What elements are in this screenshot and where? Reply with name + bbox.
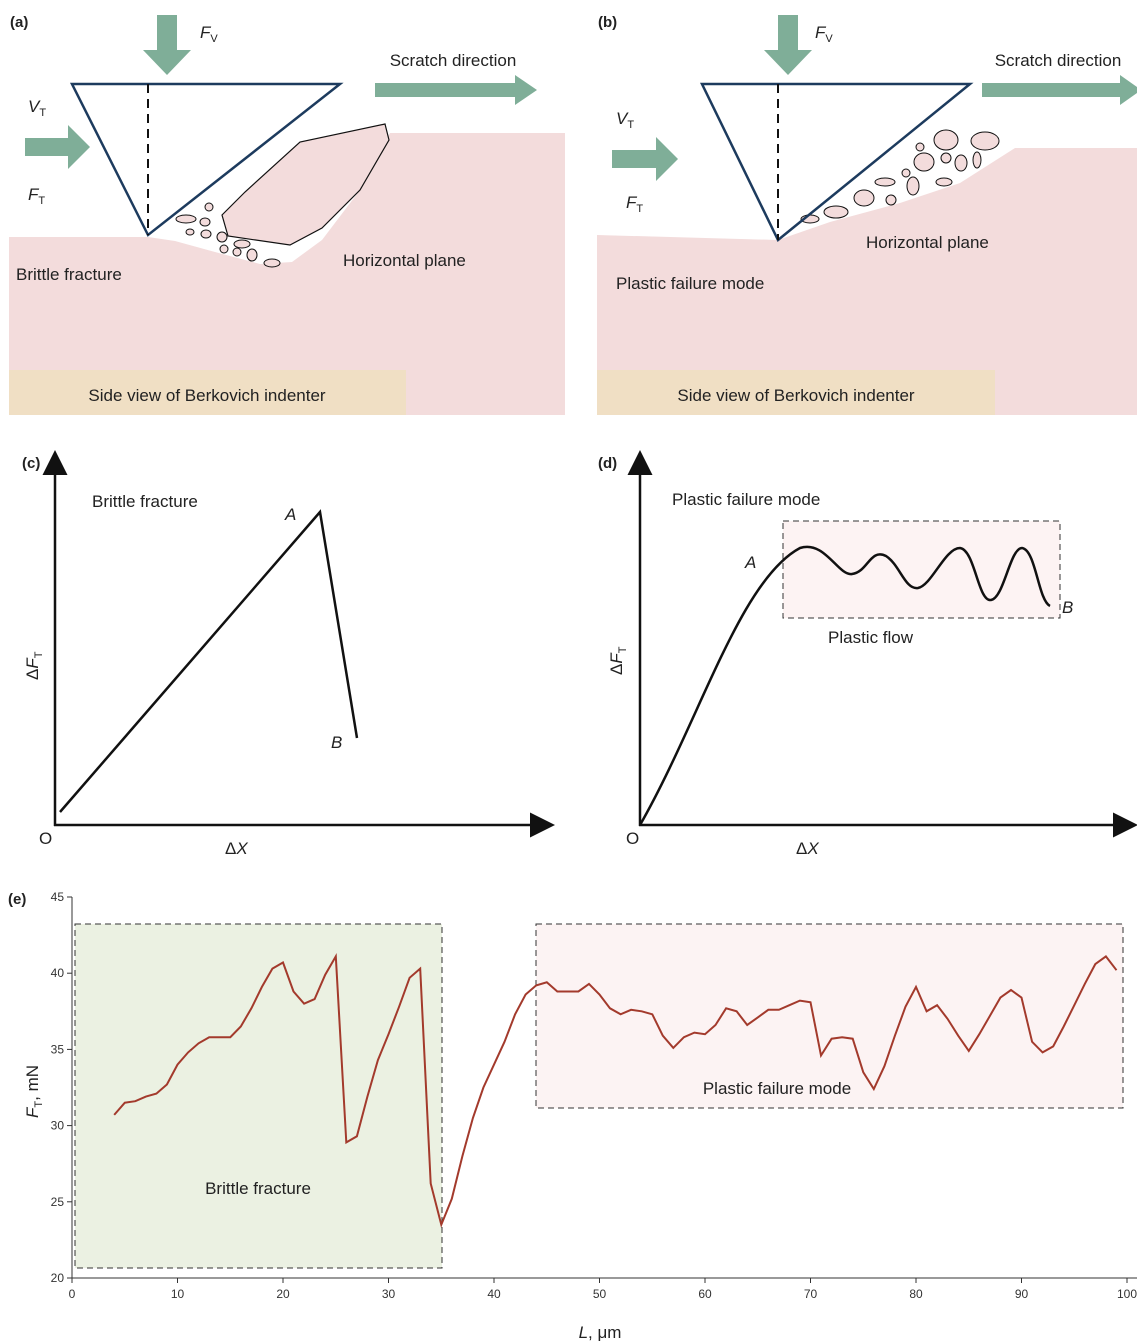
- symbol: X: [235, 839, 248, 858]
- panel-label: (e): [8, 891, 26, 908]
- x-tick-label: 100: [1117, 1287, 1137, 1301]
- y-tick-label: 40: [51, 966, 65, 980]
- page: {"panel_a":{"label":"(a)","force_v":{"sy…: [0, 0, 1137, 1342]
- symbol: VT: [616, 109, 634, 131]
- text: Plastic failure mode: [616, 274, 764, 293]
- x-tick-label: 40: [487, 1287, 501, 1301]
- caption: Side view of Berkovich indenter: [88, 386, 326, 405]
- symbol: FT: [626, 193, 643, 215]
- origin: O: [626, 829, 639, 848]
- panel-a: (a) FV Scratch direction VT FT Brittle f…: [9, 14, 565, 415]
- text: Brittle fracture: [16, 265, 122, 284]
- point-label: B: [331, 733, 342, 752]
- panel-label: (b): [598, 14, 617, 31]
- point-label: A: [284, 505, 296, 524]
- prefix: Δ: [607, 664, 626, 675]
- y-tick-label: 35: [51, 1042, 65, 1056]
- axis-title: ΔX: [225, 839, 248, 858]
- x-tick-label: 60: [698, 1287, 712, 1301]
- text: Horizontal plane: [866, 233, 989, 252]
- prefix: Δ: [796, 839, 807, 858]
- symbol: L: [579, 1323, 588, 1342]
- subscript: T: [636, 203, 643, 215]
- text: Plastic flow: [828, 628, 914, 647]
- region-box: [75, 924, 442, 1268]
- x-tick-label: 70: [804, 1287, 818, 1301]
- symbol: X: [806, 839, 819, 858]
- prefix: Δ: [23, 669, 42, 680]
- y-axis-title: FT, mN: [23, 1065, 45, 1118]
- arrow: [25, 125, 90, 169]
- subscript: T: [38, 195, 45, 207]
- symbol: VT: [28, 97, 46, 119]
- arrow: [982, 75, 1137, 105]
- panel-b: (b) FV Scratch direction VT FT Plastic f…: [597, 14, 1137, 415]
- caption: Side view of Berkovich indenter: [677, 386, 915, 405]
- prefix: Δ: [225, 839, 236, 858]
- panel-c: (c) Brittle fracture A B O ΔX ΔFT: [22, 455, 550, 858]
- panel-label: (a): [10, 14, 28, 31]
- axis-title: ΔX: [796, 839, 819, 858]
- x-tick-label: 20: [276, 1287, 290, 1301]
- annotation: Plastic failure mode: [703, 1079, 851, 1098]
- axis-title: ΔFT: [607, 646, 629, 675]
- symbol: FV: [815, 23, 833, 45]
- subscript: T: [33, 651, 45, 658]
- x-axis-title: L, μm: [579, 1323, 622, 1342]
- text: Plastic failure mode: [672, 490, 820, 509]
- x-tick-label: 30: [382, 1287, 396, 1301]
- x-tick-label: 90: [1015, 1287, 1029, 1301]
- y-tick-label: 30: [51, 1119, 65, 1133]
- subscript: T: [39, 107, 46, 119]
- subscript: V: [210, 33, 218, 45]
- unit: , μm: [588, 1323, 621, 1342]
- text: Brittle fracture: [92, 492, 198, 511]
- figure: (a) FV Scratch direction VT FT Brittle f…: [0, 0, 1137, 1342]
- point-label: B: [1062, 598, 1073, 617]
- arrow: [764, 15, 812, 75]
- x-tick-label: 50: [593, 1287, 607, 1301]
- x-tick-label: 0: [69, 1287, 76, 1301]
- x-tick-label: 10: [171, 1287, 185, 1301]
- subscript: T: [617, 646, 629, 653]
- annotation: Brittle fracture: [205, 1179, 311, 1198]
- symbol: FT: [28, 185, 45, 207]
- subscript: T: [627, 119, 634, 131]
- panel-label: (d): [598, 455, 617, 472]
- y-tick-label: 45: [51, 890, 65, 904]
- panel-d: (d) Plastic failure mode A B Plastic flo…: [598, 455, 1133, 858]
- y-tick-label: 25: [51, 1195, 65, 1209]
- arrow: [375, 75, 537, 105]
- panel-e: (e) Brittle fracture Plastic failure mod…: [8, 890, 1137, 1342]
- region-box: [783, 521, 1060, 618]
- point-label: A: [744, 553, 756, 572]
- axis-title: ΔFT: [23, 651, 45, 680]
- origin: O: [39, 829, 52, 848]
- curve: [60, 512, 357, 812]
- x-tick-label: 80: [909, 1287, 923, 1301]
- panel-label: (c): [22, 455, 40, 472]
- arrow: [143, 15, 191, 75]
- symbol: FV: [200, 23, 218, 45]
- arrow: [612, 137, 678, 181]
- text: Scratch direction: [390, 51, 517, 70]
- y-tick-label: 20: [51, 1271, 65, 1285]
- text: Horizontal plane: [343, 251, 466, 270]
- text: Scratch direction: [995, 51, 1122, 70]
- unit: , mN: [23, 1065, 42, 1101]
- subscript: V: [825, 33, 833, 45]
